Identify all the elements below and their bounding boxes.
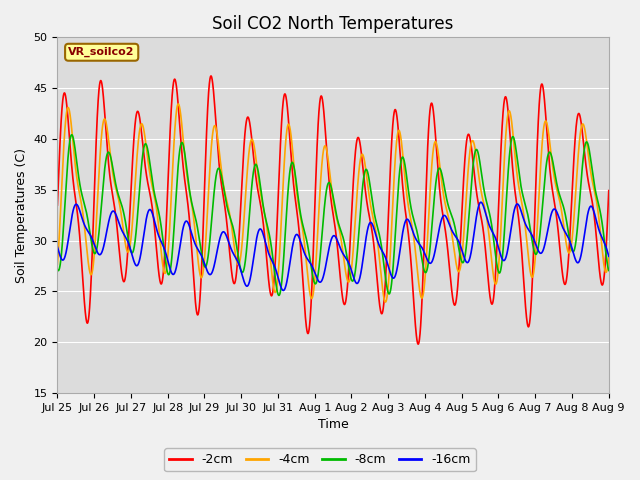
-16cm	[172, 268, 179, 274]
-8cm	[54, 266, 61, 272]
-16cm	[387, 272, 395, 277]
-4cm	[387, 237, 395, 242]
-4cm	[397, 134, 404, 140]
X-axis label: Time: Time	[317, 419, 348, 432]
-8cm	[397, 160, 404, 166]
-2cm	[207, 74, 215, 80]
Line: -16cm: -16cm	[58, 202, 609, 290]
-2cm	[553, 215, 561, 221]
-4cm	[553, 186, 561, 192]
-16cm	[280, 288, 287, 293]
-8cm	[172, 199, 179, 205]
-2cm	[397, 156, 404, 162]
Line: -8cm: -8cm	[58, 135, 609, 295]
-2cm	[605, 192, 612, 197]
-4cm	[54, 262, 61, 267]
-2cm	[387, 154, 395, 159]
-2cm	[414, 341, 422, 347]
-4cm	[172, 118, 179, 123]
-4cm	[605, 254, 612, 260]
-4cm	[605, 255, 612, 261]
-2cm	[172, 78, 179, 84]
-16cm	[553, 209, 561, 215]
-4cm	[207, 142, 215, 148]
Line: -4cm: -4cm	[58, 104, 609, 302]
-16cm	[477, 199, 484, 205]
-8cm	[553, 180, 561, 186]
-16cm	[397, 243, 404, 249]
-8cm	[275, 292, 283, 298]
Legend: -2cm, -4cm, -8cm, -16cm: -2cm, -4cm, -8cm, -16cm	[164, 448, 476, 471]
-8cm	[68, 132, 76, 138]
Title: Soil CO2 North Temperatures: Soil CO2 North Temperatures	[212, 15, 454, 33]
-8cm	[207, 219, 215, 225]
-2cm	[207, 73, 215, 79]
-8cm	[387, 285, 395, 290]
Text: VR_soilco2: VR_soilco2	[68, 47, 135, 58]
-16cm	[605, 253, 612, 259]
-16cm	[605, 253, 612, 259]
-2cm	[605, 188, 612, 193]
-8cm	[605, 267, 612, 273]
Y-axis label: Soil Temperatures (C): Soil Temperatures (C)	[15, 148, 28, 283]
-16cm	[54, 244, 61, 250]
Line: -2cm: -2cm	[58, 76, 609, 344]
-4cm	[381, 299, 389, 305]
-2cm	[54, 202, 61, 208]
-8cm	[605, 267, 612, 273]
-16cm	[207, 271, 215, 276]
-4cm	[175, 101, 182, 107]
